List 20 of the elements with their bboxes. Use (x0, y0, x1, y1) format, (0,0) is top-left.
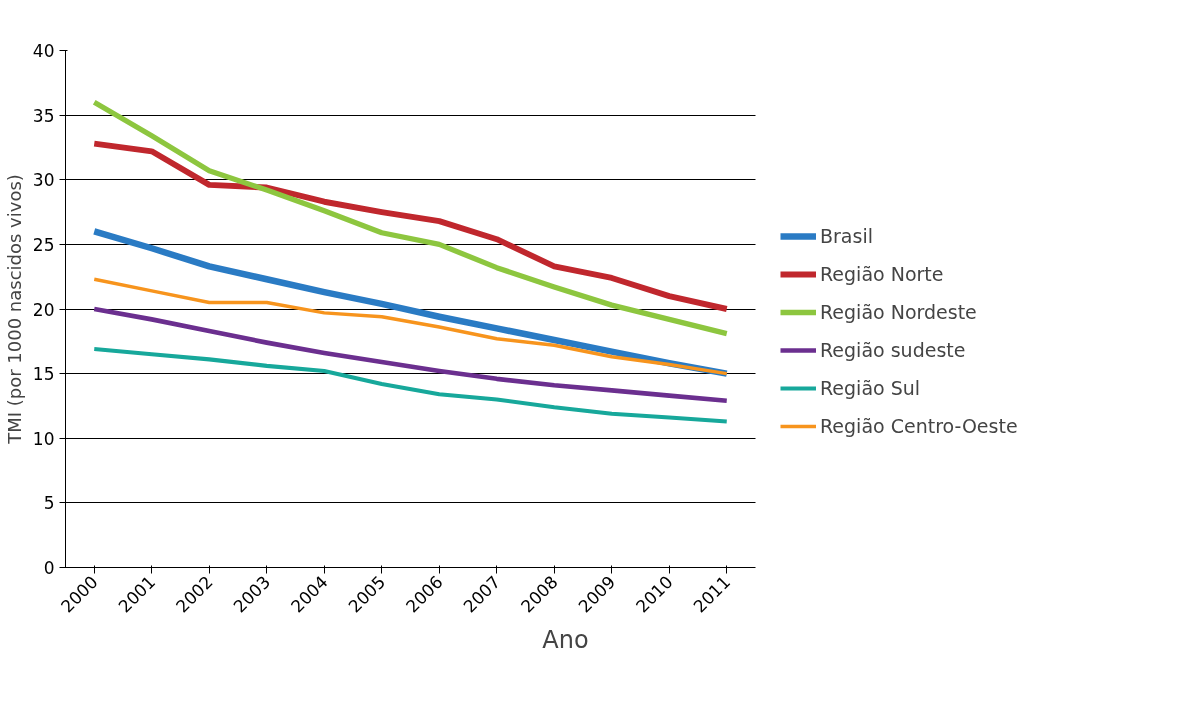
y-tick-label: 5 (43, 493, 55, 514)
line-series (91, 306, 730, 404)
legend-label: Região Sul (820, 377, 921, 399)
y-tick-label: 0 (43, 558, 55, 578)
legend-label: Região sudeste (820, 339, 966, 361)
legend-label: Região Centro-Oeste (820, 415, 1018, 437)
y-axis-title: TMI (por 1000 nascidos vivos) (3, 174, 25, 445)
y-tick-label: 25 (32, 234, 55, 255)
line-series (92, 347, 729, 424)
legend-label: Região Norte (820, 263, 944, 285)
legend-label: Região Nordeste (820, 301, 977, 323)
y-tick-label: 10 (32, 428, 55, 449)
line-series (92, 277, 729, 376)
y-tick-label: 35 (32, 105, 55, 126)
y-tick-label: 20 (32, 299, 55, 320)
legend-label: Brasil (820, 225, 873, 247)
y-tick-label: 15 (32, 364, 55, 385)
y-tick-label: 30 (32, 170, 55, 191)
x-axis-title: Ano (542, 626, 589, 655)
y-tick-label: 40 (32, 41, 55, 61)
